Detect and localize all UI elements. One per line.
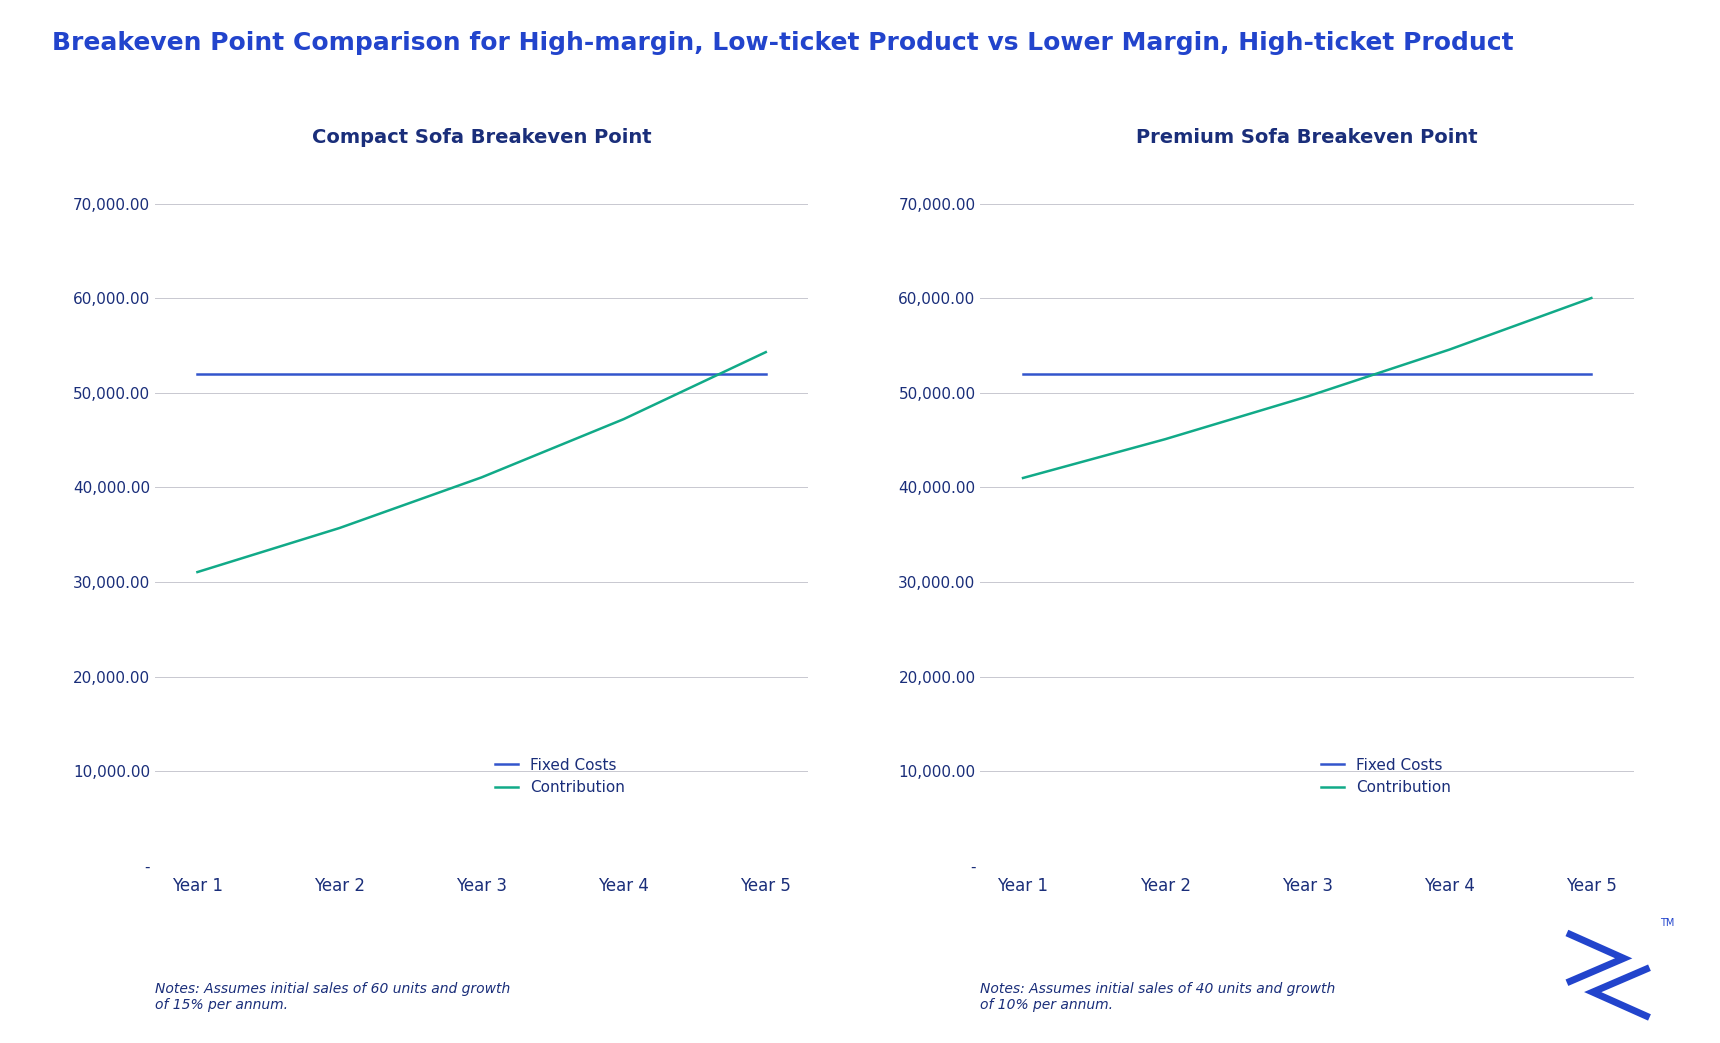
Contribution [471,471,492,484]
Contribution [614,413,635,426]
Text: Notes: Assumes initial sales of 40 units and growth
of 10% per annum.: Notes: Assumes initial sales of 40 units… [980,981,1336,1012]
Fixed Costs [471,368,492,381]
Contribution [755,346,776,359]
Fixed Costs [755,368,776,381]
Fixed Costs [1013,368,1034,381]
Contribution [1440,343,1460,356]
Title: Compact Sofa Breakeven Point: Compact Sofa Breakeven Point [311,127,652,147]
Text: Breakeven Point Comparison for High-margin, Low-ticket Product vs Lower Margin, : Breakeven Point Comparison for High-marg… [52,31,1514,55]
Fixed Costs [1581,368,1601,381]
Contribution [1297,390,1318,403]
Contribution [187,565,208,578]
Contribution [1154,433,1175,445]
Title: Premium Sofa Breakeven Point: Premium Sofa Breakeven Point [1137,127,1477,147]
Legend: Fixed Costs, Contribution: Fixed Costs, Contribution [488,751,631,801]
Fixed Costs [1297,368,1318,381]
Fixed Costs [187,368,208,381]
Fixed Costs [1440,368,1460,381]
Contribution [1581,292,1601,305]
Fixed Costs [329,368,349,381]
Text: TM: TM [1660,918,1674,928]
Text: Notes: Assumes initial sales of 60 units and growth
of 15% per annum.: Notes: Assumes initial sales of 60 units… [155,981,511,1012]
Contribution [329,522,349,534]
Line: Contribution: Contribution [1023,298,1591,478]
Legend: Fixed Costs, Contribution: Fixed Costs, Contribution [1314,751,1457,801]
Fixed Costs [1154,368,1175,381]
Fixed Costs [614,368,635,381]
Contribution [1013,471,1034,484]
Line: Contribution: Contribution [198,353,765,572]
